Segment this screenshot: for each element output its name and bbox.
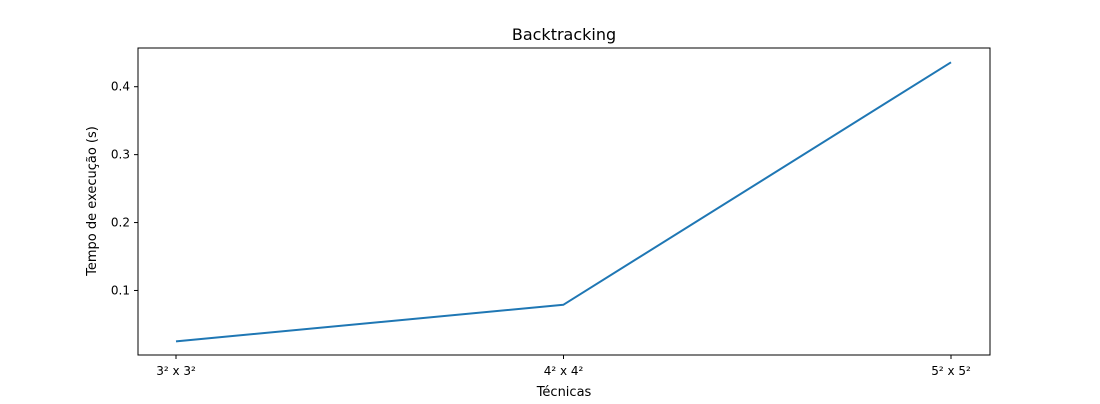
y-axis-ticks: 0.1 0.2 0.3 0.4 <box>111 80 138 297</box>
x-tick-label: 5² x 5² <box>931 364 971 378</box>
series-line <box>175 61 952 343</box>
y-tick-label: 0.4 <box>111 80 130 94</box>
x-axis-ticks: 3² x 3² 4² x 4² 5² x 5² <box>156 355 971 378</box>
y-tick-label: 0.3 <box>111 148 130 162</box>
chart-title: Backtracking <box>512 25 616 44</box>
y-tick-label: 0.1 <box>111 283 130 297</box>
y-axis-label: Tempo de execução (s) <box>85 126 100 277</box>
x-tick-label: 3² x 3² <box>156 364 196 378</box>
x-tick-label: 4² x 4² <box>544 364 584 378</box>
y-tick-label: 0.2 <box>111 216 130 230</box>
x-axis-label: Técnicas <box>536 385 592 400</box>
